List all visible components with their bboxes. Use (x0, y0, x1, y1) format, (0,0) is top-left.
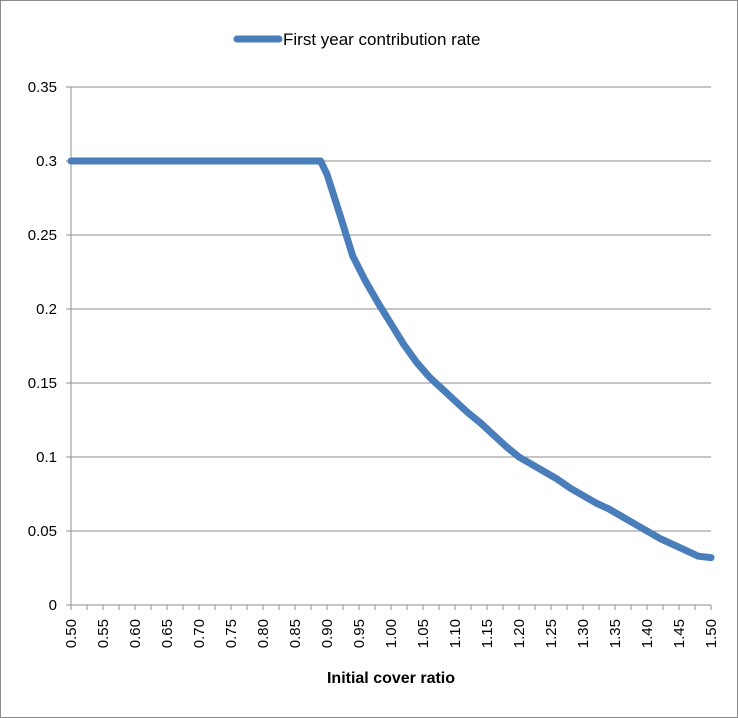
y-tick-labels: 0 0.05 0.1 0.15 0.2 0.25 0.3 0.35 (28, 79, 57, 614)
x-tick-label: 1.05 (415, 619, 432, 648)
legend: First year contribution rate (233, 30, 480, 49)
y-tick-label: 0.1 (36, 449, 57, 466)
y-tick-label: 0.2 (36, 301, 57, 318)
x-tick-label: 1.35 (607, 619, 624, 648)
x-tick-label: 0.80 (255, 619, 272, 648)
grid-lines (71, 86, 711, 532)
x-tick-label: 1.20 (511, 619, 528, 648)
y-tick-label: 0.3 (36, 153, 57, 170)
x-tick-label: 0.75 (223, 619, 240, 648)
x-axis-title: Initial cover ratio (327, 670, 455, 687)
x-tick-label: 1.30 (575, 619, 592, 648)
x-tick-label: 0.65 (159, 619, 176, 648)
series-lines (67, 157, 715, 562)
x-tick-label: 0.85 (287, 619, 304, 648)
x-tick-label: 0.60 (127, 619, 144, 648)
x-tick-label: 0.90 (319, 619, 336, 648)
series-line (67, 157, 715, 562)
y-tick-label: 0.35 (28, 79, 57, 96)
x-tick-label: 1.10 (447, 619, 464, 648)
x-tick-label: 0.55 (95, 619, 112, 648)
x-tick-label: 1.50 (703, 619, 720, 648)
x-tick-label: 1.45 (671, 619, 688, 648)
y-tick-label: 0.15 (28, 375, 57, 392)
axes (66, 86, 712, 610)
x-tick-label: 0.50 (63, 619, 80, 648)
x-tick-label: 1.40 (639, 619, 656, 648)
y-tick-label: 0.05 (28, 523, 57, 540)
x-tick-label: 0.95 (351, 619, 368, 648)
x-tick-label: 1.00 (383, 619, 400, 648)
legend-label: First year contribution rate (283, 30, 480, 49)
y-tick-label: 0.25 (28, 227, 57, 244)
x-tick-label: 1.25 (543, 619, 560, 648)
x-tick-label: 1.15 (479, 619, 496, 648)
x-tick-labels: 0.50 0.55 0.60 0.65 0.70 0.75 0.80 0.85 0.90 0.95… (63, 619, 720, 648)
y-tick-label: 0 (49, 597, 57, 614)
x-tick-label: 0.70 (191, 619, 208, 648)
